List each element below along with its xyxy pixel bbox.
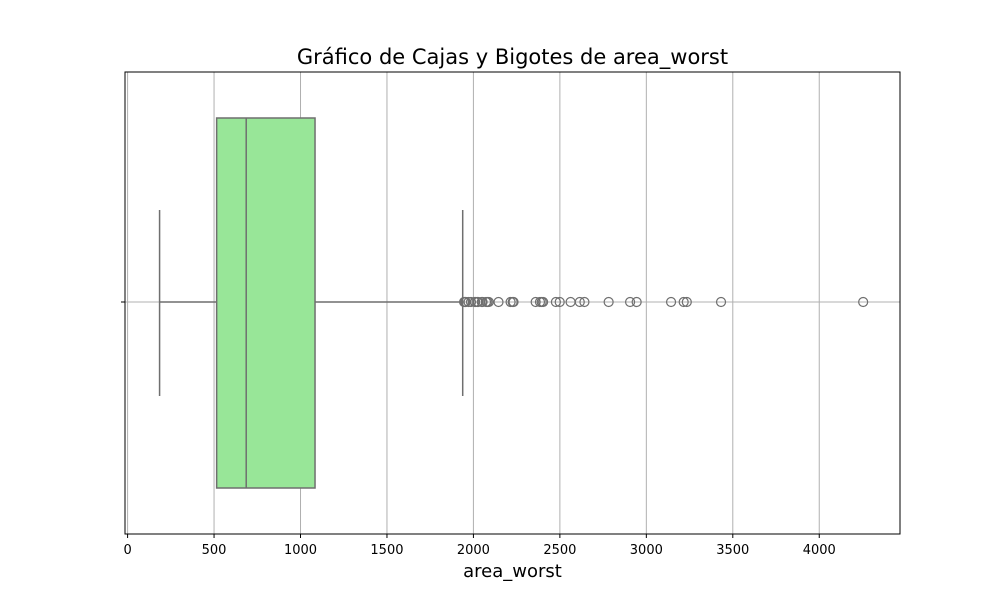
x-tick-label-3000: 3000 [630,543,663,558]
chart-title: Gráfico de Cajas y Bigotes de area_worst [297,45,728,70]
x-tick-label-1000: 1000 [284,543,317,558]
x-axis: 0 500 1000 1500 2000 2500 3000 3500 4000 [123,534,835,558]
x-tick-label-2500: 2500 [543,543,576,558]
x-tick-label-2000: 2000 [457,543,490,558]
x-tick-label-0: 0 [123,543,131,558]
x-tick-label-500: 500 [202,543,227,558]
iqr-box [217,118,315,488]
x-tick-label-4000: 4000 [803,543,836,558]
x-axis-label: area_worst [463,561,562,582]
boxplot [160,118,463,488]
x-tick-label-1500: 1500 [370,543,403,558]
x-tick-label-3500: 3500 [716,543,749,558]
